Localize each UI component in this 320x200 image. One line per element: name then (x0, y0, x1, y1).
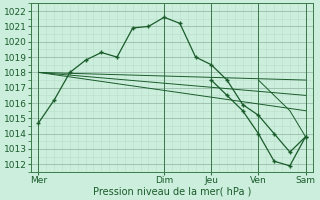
X-axis label: Pression niveau de la mer( hPa ): Pression niveau de la mer( hPa ) (93, 187, 251, 197)
